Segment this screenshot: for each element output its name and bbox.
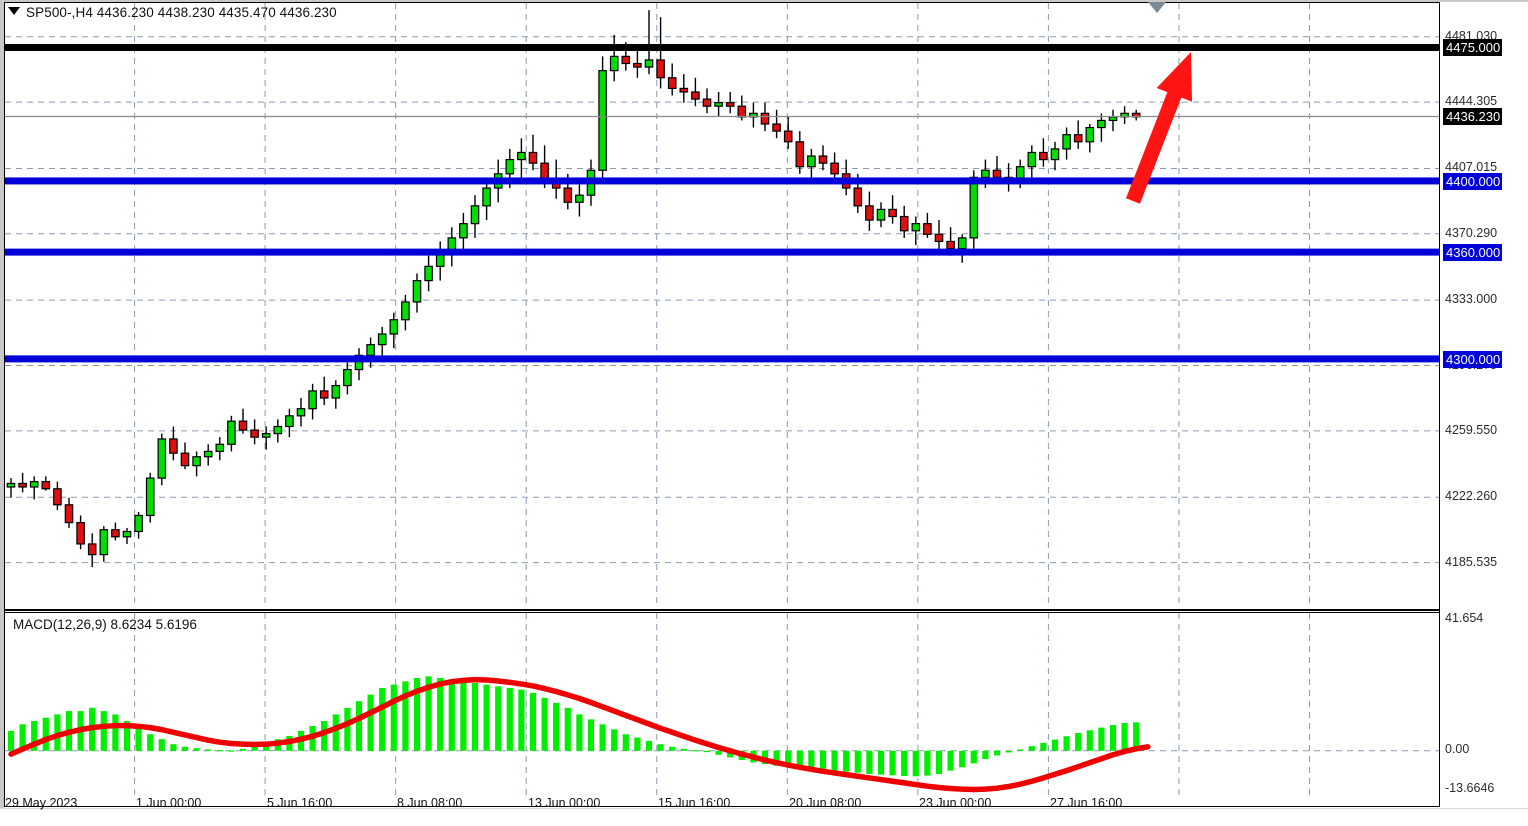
window-top-border <box>0 0 1528 2</box>
macd-axis-label: 41.654 <box>1445 611 1484 625</box>
window-left-border <box>0 0 4 825</box>
time-axis-label: 23 Jun 00:00 <box>919 796 992 810</box>
support-level-badge-4300[interactable]: 4300.000 <box>1443 350 1503 368</box>
price-axis-label: 4444.305 <box>1445 94 1498 109</box>
price-axis-label: 4370.290 <box>1445 225 1498 240</box>
support-level-badge-4360[interactable]: 4360.000 <box>1443 244 1503 262</box>
symbol-header-text: SP500-,H4 4436.230 4438.230 4435.470 443… <box>26 5 337 20</box>
time-axis-label: 13 Jun 00:00 <box>528 796 601 810</box>
candlestick-plot[interactable] <box>5 3 1439 608</box>
price-axis-label: 4333.000 <box>1445 292 1498 307</box>
macd-axis-label: -13.6646 <box>1445 781 1495 795</box>
price-axis-label: 4481.030 <box>1445 28 1498 43</box>
price-axis-label: 4407.015 <box>1445 160 1498 175</box>
window-bottom-strip <box>0 808 1528 826</box>
price-axis-label: 4259.550 <box>1445 422 1498 437</box>
time-axis-label: 8 Jun 08:00 <box>397 796 463 810</box>
macd-pane[interactable]: MACD(12,26,9) 8.6234 5.6196 <box>5 612 1439 796</box>
price-axis[interactable]: 4481.030 4444.305 4407.015 4370.290 4333.000… <box>1441 3 1528 608</box>
macd-title: MACD(12,26,9) 8.6234 5.6196 <box>13 617 197 632</box>
triangle-down-icon[interactable] <box>8 7 20 15</box>
time-axis-label: 27 Jun 16:00 <box>1050 796 1123 810</box>
pane-separator <box>5 609 1439 611</box>
time-axis-label: 29 May 2023 <box>5 796 78 810</box>
time-axis[interactable]: 29 May 2023 1 Jun 00:00 5 Jun 16:00 8 Jun 0… <box>5 796 1439 810</box>
support-level-badge-4400[interactable]: 4400.000 <box>1443 172 1503 190</box>
macd-axis[interactable]: 41.654 0.00 -13.6646 <box>1441 612 1528 795</box>
macd-plot[interactable] <box>5 613 1439 796</box>
chart-frame <box>4 2 1440 807</box>
symbol-header: SP500-,H4 4436.230 4438.230 4435.470 443… <box>8 5 337 20</box>
time-axis-label: 1 Jun 00:00 <box>136 796 202 810</box>
resistance-level-badge[interactable]: 4475.000 <box>1443 39 1503 57</box>
time-axis-label: 5 Jun 16:00 <box>267 796 333 810</box>
current-price-badge[interactable]: 4436.230 <box>1443 108 1503 126</box>
top-period-marker <box>1148 2 1166 13</box>
price-axis-label: 4222.260 <box>1445 489 1498 504</box>
time-axis-label: 15 Jun 16:00 <box>658 796 731 810</box>
time-axis-label: 20 Jun 08:00 <box>789 796 862 810</box>
price-axis-label: 4185.535 <box>1445 554 1498 569</box>
macd-axis-label: 0.00 <box>1445 741 1470 756</box>
price-pane[interactable] <box>5 3 1439 608</box>
